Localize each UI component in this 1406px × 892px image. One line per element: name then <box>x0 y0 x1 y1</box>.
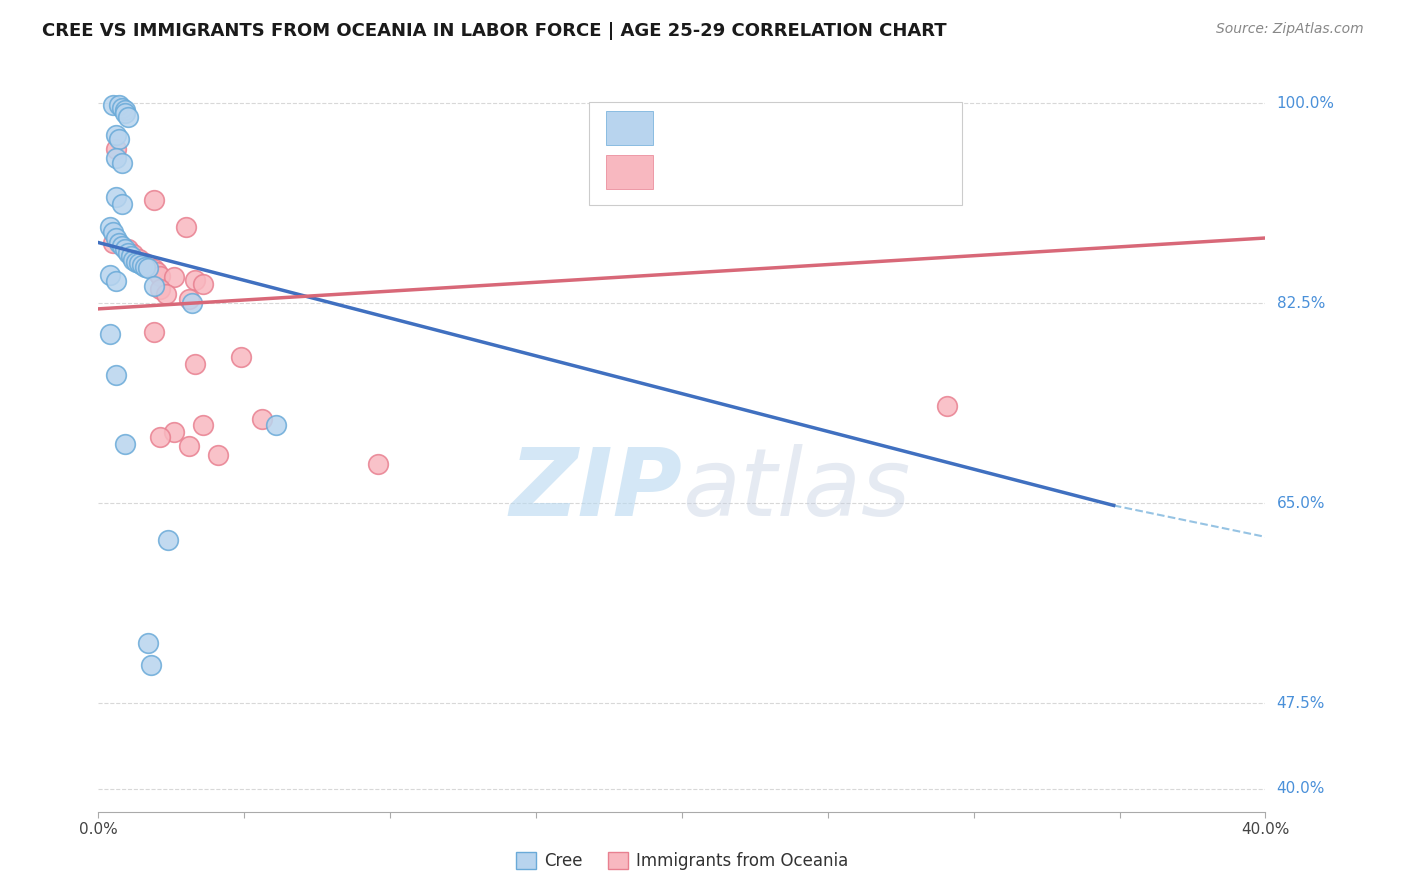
Point <box>114 436 136 450</box>
Point <box>104 142 127 156</box>
Point <box>134 260 156 274</box>
Point <box>193 418 215 433</box>
Point <box>114 243 136 257</box>
Point <box>111 155 134 169</box>
Point <box>104 368 127 383</box>
Point <box>136 635 159 649</box>
Text: N =: N = <box>823 162 862 181</box>
Point <box>207 448 229 462</box>
Point <box>149 282 172 296</box>
FancyBboxPatch shape <box>606 155 652 188</box>
Point <box>104 190 127 204</box>
Point <box>149 430 172 444</box>
Point <box>122 252 145 267</box>
Point <box>108 98 131 112</box>
Point <box>104 275 127 289</box>
Point <box>114 103 136 117</box>
Text: 47.5%: 47.5% <box>1277 696 1324 711</box>
Point <box>142 194 165 208</box>
Point <box>120 249 142 263</box>
Point <box>122 247 145 261</box>
Text: 40.0%: 40.0% <box>1277 781 1324 797</box>
Point <box>104 151 127 165</box>
Point <box>139 658 162 673</box>
Point <box>142 279 165 293</box>
Text: 29: 29 <box>866 162 891 181</box>
Text: R =: R = <box>665 162 703 181</box>
Point <box>101 235 124 250</box>
Point <box>101 225 124 239</box>
Point <box>117 243 139 257</box>
Point <box>111 196 134 211</box>
Point <box>367 457 389 471</box>
Point <box>114 106 136 120</box>
Point <box>101 98 124 112</box>
Point <box>98 268 121 282</box>
Point <box>142 325 165 339</box>
Text: atlas: atlas <box>682 444 910 535</box>
FancyBboxPatch shape <box>589 103 962 204</box>
Point <box>117 245 139 260</box>
FancyBboxPatch shape <box>606 111 652 145</box>
Text: -0.250: -0.250 <box>717 119 782 136</box>
Point <box>108 131 131 145</box>
Point <box>108 235 131 250</box>
Text: 65.0%: 65.0% <box>1277 496 1324 510</box>
Point <box>136 259 159 273</box>
Point <box>231 350 253 364</box>
Point <box>134 256 156 270</box>
Text: 37: 37 <box>866 119 891 136</box>
Text: 100.0%: 100.0% <box>1277 95 1334 111</box>
Point <box>111 239 134 253</box>
Point <box>117 110 139 124</box>
Point <box>163 425 186 440</box>
Point <box>155 287 177 301</box>
Point <box>128 252 150 266</box>
Point <box>183 273 205 287</box>
Point <box>174 219 197 234</box>
Point <box>104 231 127 245</box>
Point <box>136 260 159 275</box>
Point <box>104 128 127 143</box>
Point <box>183 357 205 371</box>
Point <box>250 411 273 425</box>
Point <box>146 265 169 279</box>
Point <box>98 219 121 234</box>
Text: R =: R = <box>665 119 703 136</box>
Point <box>128 256 150 270</box>
Legend: Cree, Immigrants from Oceania: Cree, Immigrants from Oceania <box>509 845 855 877</box>
Text: N =: N = <box>823 119 862 136</box>
Point <box>177 292 200 306</box>
Text: ZIP: ZIP <box>509 444 682 536</box>
Point <box>149 268 172 283</box>
Point <box>131 259 153 273</box>
Point <box>180 296 202 310</box>
Text: 0.144: 0.144 <box>723 162 780 181</box>
Point <box>125 255 148 269</box>
Point <box>98 326 121 341</box>
Point <box>177 439 200 453</box>
Point <box>266 418 288 433</box>
Text: CREE VS IMMIGRANTS FROM OCEANIA IN LABOR FORCE | AGE 25-29 CORRELATION CHART: CREE VS IMMIGRANTS FROM OCEANIA IN LABOR… <box>42 22 946 40</box>
Text: 82.5%: 82.5% <box>1277 295 1324 310</box>
Point <box>142 261 165 276</box>
Point <box>936 399 959 413</box>
Point <box>193 277 215 291</box>
Text: Source: ZipAtlas.com: Source: ZipAtlas.com <box>1216 22 1364 37</box>
Point <box>163 269 186 284</box>
Point <box>157 533 180 547</box>
Point <box>111 101 134 115</box>
